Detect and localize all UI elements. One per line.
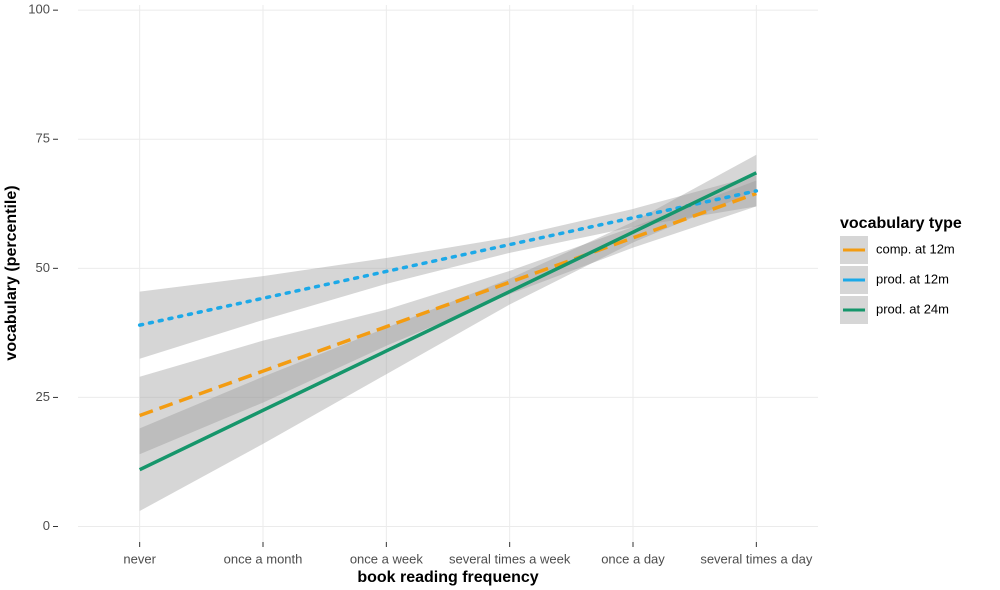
y-tick-label: 25 <box>36 389 50 404</box>
trend-line <box>138 171 758 472</box>
confidence-band <box>139 175 757 359</box>
legend-label: prod. at 12m <box>876 271 949 286</box>
x-tick-label: never <box>123 551 156 566</box>
legend-label: comp. at 12m <box>876 241 955 256</box>
confidence-band <box>139 154 757 512</box>
x-axis-title: book reading frequency <box>357 569 538 586</box>
x-tick-label: several times a week <box>449 551 571 566</box>
y-tick-label: 75 <box>36 131 50 146</box>
y-tick-label: 50 <box>36 260 50 275</box>
y-tick-label: 0 <box>43 518 50 533</box>
legend-title: vocabulary type <box>840 215 962 232</box>
legend-label: prod. at 24m <box>876 301 949 316</box>
x-tick-label: once a month <box>224 551 303 566</box>
x-tick-label: once a week <box>350 551 423 566</box>
x-tick-label: once a day <box>601 551 665 566</box>
x-tick-label: several times a day <box>700 551 812 566</box>
trend-line <box>139 191 757 418</box>
y-tick-label: 100 <box>28 2 50 17</box>
y-axis-title: vocabulary (percentile) <box>3 185 20 360</box>
